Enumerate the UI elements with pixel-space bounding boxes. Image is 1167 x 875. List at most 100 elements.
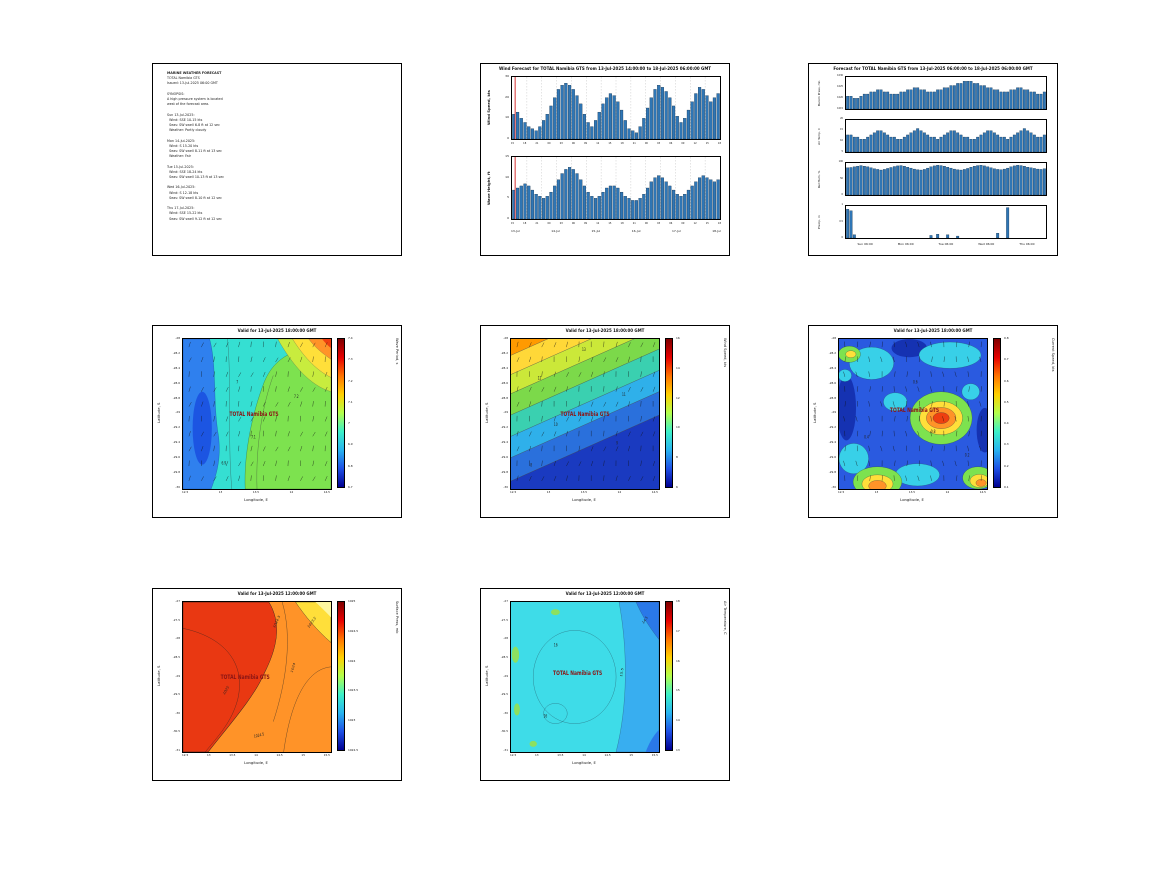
wind-speed-bar-chart xyxy=(511,76,721,140)
colorbar-tick-labels: 1025 1024.5 1024 1023.5 1023 1022.5 xyxy=(348,599,359,752)
longitude-axis-label: Longitude, E xyxy=(244,497,268,502)
humidity-axis-label: Rel Hum, % xyxy=(817,170,821,188)
surface-pressure-contour-svg: 1025 1024.5 1024 1023.5 1024.5 TOTAL Nam… xyxy=(183,602,331,752)
wave-period-contour-plot: 7 7.1 6.9 7.2 TOTAL Namibia GTS xyxy=(182,338,332,490)
wind-speed-contour-svg: 13 12 11 10 9 8 TOTAL Namibia GTS xyxy=(511,339,659,489)
colorbar xyxy=(665,338,673,488)
precip-tick-labels: 1 0.5 0 xyxy=(839,203,843,239)
latitude-axis-label: Latitude, S xyxy=(156,665,161,687)
colorbar xyxy=(337,601,345,751)
contour-value: 9 xyxy=(616,441,618,446)
wind-speed-axis-label: Wind Speed, kts xyxy=(486,90,491,126)
latitude-tick-labels: -28 -28.2 -28.4 -28.6 -28.8 -29 -29.2 -29.4 -29.… xyxy=(500,336,508,489)
meteogram-title: Forecast for TOTAL Namibia GTS from 13-J… xyxy=(833,66,1033,71)
latitude-axis-label: Latitude, S xyxy=(484,402,489,424)
contour-value: 13 xyxy=(582,348,586,353)
panel-map-current-speed: Valid for 13-Jul-2025 18:00:00 GMT Latit… xyxy=(808,325,1058,518)
contour-value: 16 xyxy=(544,714,548,719)
precip-bar-chart xyxy=(845,205,1047,239)
map-title: Valid for 13-Jul-2025 12:00:00 GMT xyxy=(237,591,317,596)
panel-map-air-temperature: Valid for 13-Jul-2025 12:00:00 GMT Latit… xyxy=(480,588,730,781)
longitude-axis-label: Longitude, E xyxy=(572,497,596,502)
contour-value: 1024.5 xyxy=(254,732,265,739)
wave-period-contour-svg: 7 7.1 6.9 7.2 TOTAL Namibia GTS xyxy=(183,339,331,489)
temperature-bar-chart xyxy=(845,119,1047,153)
quiver-arrows xyxy=(843,341,982,481)
surface-pressure-contour-plot: 1025 1024.5 1024 1023.5 1024.5 TOTAL Nam… xyxy=(182,601,332,753)
longitude-tick-labels: 12.5 13 13.5 14 14.5 15 15.5 xyxy=(510,753,658,757)
wind-forecast-title: Wind Forecast for TOTAL Namibia GTS from… xyxy=(498,66,712,71)
colorbar-label: Air Temperature, C xyxy=(723,601,727,635)
wind-speed-contour-plot: 13 12 11 10 9 8 TOTAL Namibia GTS xyxy=(510,338,660,490)
region-label: TOTAL Namibia GTS xyxy=(229,411,278,418)
air-temperature-contour-svg: 16 15.5 14.5 16 TOTAL Namibia GTS xyxy=(511,602,659,752)
latitude-tick-labels: -27 -27.5 -28 -28.5 -29 -29.5 -30 -30.5 -31 xyxy=(172,599,180,752)
day-tick-labels: 13-Jul 14-Jul 15-Jul 16-Jul 17-Jul 18-Jul xyxy=(511,229,721,233)
colorbar xyxy=(993,338,1001,488)
contour-value: 12 xyxy=(538,376,542,381)
forecast-text: MARINE WEATHER FORECAST TOTAL Namibia GTS… xyxy=(167,71,225,221)
contour-value: 15.5 xyxy=(620,667,625,677)
quiver-arrows xyxy=(516,341,656,482)
colorbar-label: Wind Speed, kts xyxy=(723,338,727,368)
longitude-tick-labels: 12.5 13 13.5 14 14.5 xyxy=(510,490,658,494)
wave-height-bar-chart xyxy=(511,156,721,220)
contour-value: 1024.5 xyxy=(273,615,281,629)
pressure-bar-chart xyxy=(845,76,1047,110)
colorbar xyxy=(337,338,345,488)
pressure-axis-label: Barom Press, mb xyxy=(817,80,821,106)
meteogram-day-labels: Sun 06:00 Mon 06:00 Tue 06:00 Wed 06:00 Thu … xyxy=(857,242,1035,246)
current-speed-contour-svg: 0.6 0.4 0.8 0.2 TOTAL Namibia GTS xyxy=(839,339,987,489)
latitude-tick-labels: -28 -28.2 -28.4 -28.6 -28.8 -29 -29.2 -29.4 -29.… xyxy=(828,336,836,489)
panel-forecast-text: MARINE WEATHER FORECAST TOTAL Namibia GTS… xyxy=(152,63,402,256)
air-temperature-contour-plot: 16 15.5 14.5 16 TOTAL Namibia GTS xyxy=(510,601,660,753)
longitude-axis-label: Longitude, E xyxy=(900,497,924,502)
temperature-axis-label: Air Temp, C xyxy=(817,127,821,145)
contour-value: 7.2 xyxy=(294,394,299,399)
colorbar-tick-labels: 16 14 12 10 8 6 xyxy=(676,336,680,489)
humidity-bar-chart xyxy=(845,162,1047,196)
quiver-arrows xyxy=(188,341,328,482)
longitude-axis-label: Longitude, E xyxy=(572,760,596,765)
map-title: Valid for 13-Jul-2025 18:00:00 GMT xyxy=(893,328,973,333)
contour-value: 0.8 xyxy=(931,430,936,435)
colorbar xyxy=(665,601,673,751)
colorbar-tick-labels: 7.4 7.3 7.2 7.1 7 6.9 6.8 6.7 xyxy=(348,336,353,489)
colorbar-label: Surface Press, mb xyxy=(395,601,399,634)
latitude-tick-labels: -27 -27.5 -28 -28.5 -29 -29.5 -30 -30.5 -31 xyxy=(500,599,508,752)
colorbar-label: Wave Period, s xyxy=(395,338,399,365)
contour-value: 8 xyxy=(530,463,532,468)
contour-value: 11 xyxy=(622,392,626,397)
hour-tick-labels-top: 15 18 21 00 03 06 09 12 15 18 21 00 03 06 09 12 15 18 xyxy=(511,142,721,145)
colorbar-label: Current Speed, kts xyxy=(1051,338,1055,372)
current-speed-contour-plot: 0.6 0.4 0.8 0.2 TOTAL Namibia GTS xyxy=(838,338,988,490)
panel-map-wave-period: Valid for 13-Jul-2025 18:00:00 GMT Latit… xyxy=(152,325,402,518)
map-title: Valid for 13-Jul-2025 12:00:00 GMT xyxy=(565,591,645,596)
wave-height-axis-label: Wave Height, ft xyxy=(486,171,491,205)
contour-value: 1025 xyxy=(222,685,229,696)
contour-value: 7 xyxy=(236,380,238,385)
panel-wind-forecast: Wind Forecast for TOTAL Namibia GTS from… xyxy=(480,63,730,256)
region-label: TOTAL Namibia GTS xyxy=(560,411,609,418)
colorbar-tick-labels: 0.8 0.7 0.6 0.5 0.4 0.3 0.2 0.1 xyxy=(1004,336,1009,489)
latitude-tick-labels: -28 -28.2 -28.4 -28.6 -28.8 -29 -29.2 -29.4 -29.… xyxy=(172,336,180,489)
map-title: Valid for 13-Jul-2025 18:00:00 GMT xyxy=(565,328,645,333)
contour-value: 1023.5 xyxy=(307,616,317,629)
region-label: TOTAL Namibia GTS xyxy=(553,670,602,677)
pressure-tick-labels: 1030 1025 1020 1015 xyxy=(837,74,843,110)
wave-height-tick-labels: 15 10 5 0 xyxy=(505,154,509,220)
contour-value: 10 xyxy=(554,423,558,428)
contour-value: 0.2 xyxy=(965,453,970,458)
contour-value: 0.6 xyxy=(913,380,918,385)
wind-speed-tick-labels: 30 20 10 0 xyxy=(505,74,509,140)
longitude-axis-label: Longitude, E xyxy=(244,760,268,765)
hour-tick-labels-bottom: 15 18 21 00 03 06 09 12 15 18 21 00 03 06 09 12 15 18 xyxy=(511,222,721,225)
precip-axis-label: Precip, in xyxy=(817,215,821,229)
map-title: Valid for 13-Jul-2025 18:00:00 GMT xyxy=(237,328,317,333)
latitude-axis-label: Latitude, S xyxy=(484,665,489,687)
humidity-tick-labels: 100 50 0 xyxy=(838,160,843,196)
contour-value: 1024 xyxy=(290,661,296,673)
panel-map-surface-pressure: Valid for 13-Jul-2025 12:00:00 GMT Latit… xyxy=(152,588,402,781)
contour-value: 16 xyxy=(554,643,558,648)
